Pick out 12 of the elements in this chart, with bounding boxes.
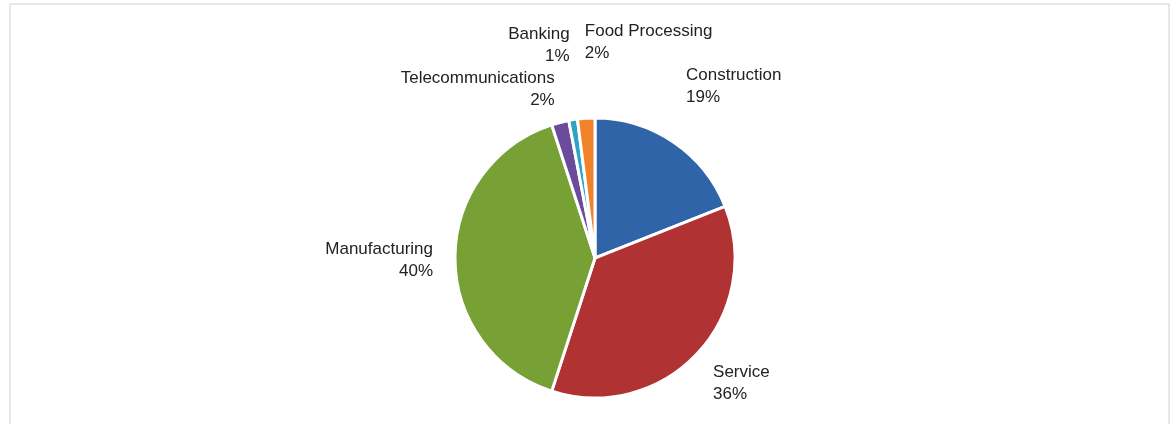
slice-label: Banking <box>508 23 570 43</box>
data-label: 2% <box>584 43 610 63</box>
data-label: 2% <box>530 89 555 109</box>
data-label: 19% <box>686 87 721 107</box>
data-label: 36% <box>713 384 748 404</box>
slice-label: Service <box>713 362 770 382</box>
data-label: 40% <box>398 261 433 280</box>
slice-label: Manufacturing <box>325 239 433 258</box>
slice-label: Telecommunications <box>400 67 555 87</box>
slice-label: Food Processing <box>584 21 713 41</box>
data-label: 1% <box>545 45 570 65</box>
slice-label: Construction <box>686 65 782 85</box>
